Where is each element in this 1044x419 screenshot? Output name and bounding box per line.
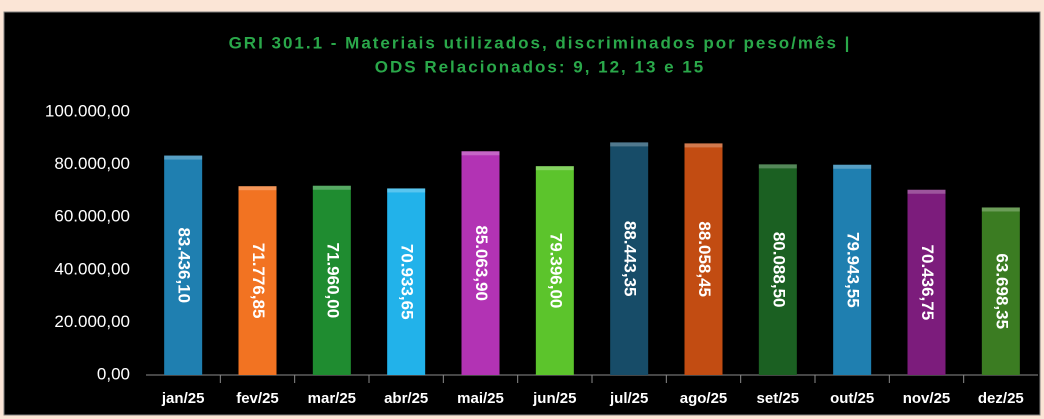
bar-cap — [164, 155, 203, 160]
x-tick-label: dez/25 — [978, 390, 1024, 407]
bar — [610, 142, 649, 375]
x-tick-label: out/25 — [830, 390, 874, 407]
value-label: 83.436,10 — [175, 227, 194, 303]
value-label: 71.960,00 — [323, 243, 342, 319]
chart-title: ODS Relacionados: 9, 12, 13 e 15 — [375, 57, 705, 76]
value-label: 85.063,90 — [472, 225, 491, 301]
x-tick-label: jan/25 — [161, 390, 205, 407]
value-label: 70.933,65 — [398, 244, 417, 320]
x-tick-label: mai/25 — [457, 390, 504, 407]
value-label: 71.776,85 — [249, 243, 268, 319]
y-tick-label: 100.000,00 — [45, 101, 130, 120]
bar-cap — [833, 164, 872, 169]
x-tick-label: jun/25 — [532, 390, 576, 407]
x-tick-label: fev/25 — [236, 390, 279, 407]
bar — [238, 186, 277, 375]
bar-cap — [312, 185, 351, 190]
x-tick-label: mar/25 — [308, 390, 356, 407]
bar — [684, 143, 723, 375]
value-label: 88.058,45 — [695, 221, 714, 297]
bar — [981, 207, 1020, 375]
value-label: 79.943,55 — [844, 232, 863, 308]
bar-cap — [758, 164, 797, 169]
x-tick-label: jul/25 — [609, 390, 648, 407]
bar-cap — [461, 151, 500, 156]
bar — [461, 151, 500, 375]
bar-cap — [610, 142, 649, 147]
y-tick-label: 80.000,00 — [54, 154, 130, 173]
bar-cap — [238, 186, 277, 191]
bar — [535, 166, 574, 375]
value-label: 63.698,35 — [992, 253, 1011, 329]
bar-cap — [535, 166, 574, 171]
x-tick-label: abr/25 — [384, 390, 428, 407]
y-tick-label: 60.000,00 — [54, 207, 130, 226]
y-tick-label: 40.000,00 — [54, 259, 130, 278]
x-tick-label: set/25 — [757, 390, 800, 407]
y-tick-label: 0,00 — [97, 364, 130, 383]
bar — [758, 164, 797, 375]
bar — [833, 164, 872, 375]
bar-cap — [907, 189, 946, 194]
x-tick-label: ago/25 — [680, 390, 728, 407]
bar — [387, 188, 426, 375]
bar-cap — [684, 143, 723, 148]
y-tick-label: 20.000,00 — [54, 312, 130, 331]
value-label: 80.088,50 — [769, 232, 788, 308]
x-tick-label: nov/25 — [903, 390, 951, 407]
value-label: 88.443,35 — [621, 221, 640, 297]
bar-cap — [387, 188, 426, 193]
value-label: 70.436,75 — [918, 245, 937, 321]
bar — [164, 155, 203, 375]
bar — [907, 189, 946, 375]
chart-title: GRI 301.1 - Materiais utilizados, discri… — [229, 33, 852, 52]
bar-cap — [981, 207, 1020, 212]
bar — [312, 185, 351, 375]
value-label: 79.396,00 — [546, 233, 565, 309]
